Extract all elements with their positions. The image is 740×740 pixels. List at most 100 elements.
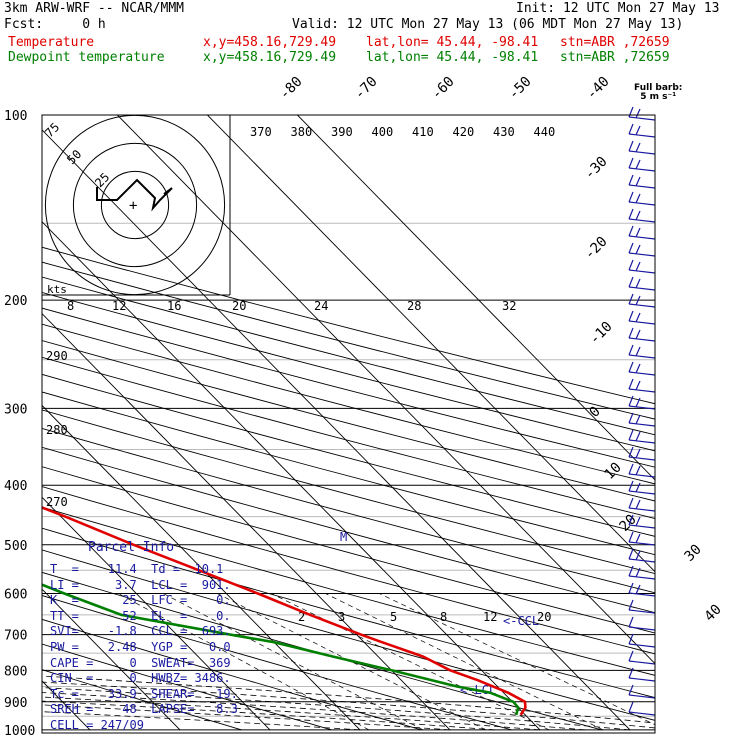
parcel-info-title: Parcel Info bbox=[88, 540, 175, 555]
wind-barb-flag bbox=[628, 157, 634, 169]
wind-barb-flag bbox=[628, 327, 634, 339]
wind-barb bbox=[628, 150, 656, 155]
wind-barb-flag bbox=[628, 446, 634, 458]
wind-barb bbox=[628, 592, 656, 597]
wind-barb bbox=[628, 235, 656, 240]
wind-barb bbox=[628, 252, 656, 257]
speed-label: 32 bbox=[502, 299, 516, 313]
mixing-ratio-line bbox=[379, 593, 655, 726]
theta-label: 440 bbox=[534, 125, 556, 139]
isotherm-label: -30 bbox=[582, 154, 611, 183]
wind-barb bbox=[628, 541, 656, 546]
forecast-hour: Fcst: 0 h bbox=[4, 17, 106, 32]
wind-barb-flag bbox=[628, 548, 634, 560]
wind-barb-flag bbox=[628, 531, 634, 543]
wind-barb-flag bbox=[635, 397, 641, 408]
wind-barb bbox=[628, 626, 656, 631]
wind-barb bbox=[628, 711, 656, 716]
wind-barb bbox=[628, 660, 656, 665]
wind-barb-flag bbox=[635, 516, 641, 527]
mixing-ratio-line bbox=[271, 593, 550, 731]
wind-barb-flag bbox=[628, 208, 634, 220]
wind-barb-flag bbox=[635, 363, 641, 374]
wind-barb-flag bbox=[628, 310, 634, 322]
dry-adiabat bbox=[42, 291, 655, 452]
wind-barb-flag bbox=[635, 176, 641, 187]
dry-adiabat bbox=[42, 549, 655, 721]
wind-barb-flag bbox=[628, 191, 634, 203]
isotherm bbox=[42, 404, 361, 731]
wind-barb-flag bbox=[635, 499, 641, 510]
temperature-coords: x,y=458.16,729.49 bbox=[203, 35, 337, 50]
wind-barb-flag bbox=[628, 242, 634, 254]
wind-barb-flag bbox=[635, 227, 641, 238]
wind-barb-flag bbox=[628, 463, 634, 475]
dry-adiabat bbox=[42, 427, 655, 594]
wind-barb-flag bbox=[628, 259, 634, 271]
dry-adiabat bbox=[42, 261, 655, 420]
init-time: Init: 12 UTC Mon 27 May 13 bbox=[516, 1, 720, 16]
wind-barb bbox=[628, 167, 656, 172]
pressure-label-400: 400 bbox=[4, 479, 27, 494]
wind-barb bbox=[628, 643, 656, 648]
dry-adiabat bbox=[42, 409, 655, 575]
theta-left-label: 290 bbox=[46, 349, 68, 363]
hodograph-trace bbox=[96, 178, 173, 212]
wind-barb bbox=[628, 303, 656, 308]
wind-barb-flag bbox=[635, 567, 641, 578]
mixing-ratio-label: 20 bbox=[537, 610, 551, 624]
wind-barb-flag bbox=[635, 210, 641, 221]
dry-adiabat bbox=[42, 618, 422, 731]
theta-label: 370 bbox=[250, 125, 272, 139]
wind-barb bbox=[628, 337, 656, 342]
wind-barb bbox=[628, 439, 656, 444]
dry-adiabat bbox=[42, 643, 332, 731]
wind-barb-flag bbox=[635, 295, 641, 306]
wind-barb-flag bbox=[635, 584, 641, 595]
dry-adiabat bbox=[42, 571, 602, 731]
dry-adiabat bbox=[42, 246, 655, 405]
wind-barb-flag bbox=[628, 378, 634, 390]
ccl-label: <-CCL bbox=[503, 614, 539, 628]
temperature-profile bbox=[42, 506, 527, 716]
wind-barb-flag bbox=[628, 684, 634, 696]
dry-adiabat bbox=[42, 669, 242, 731]
wind-barb-flag bbox=[628, 123, 634, 135]
hodograph-ring bbox=[100, 170, 170, 240]
pressure-label-600: 600 bbox=[4, 587, 27, 602]
wind-barb-flag bbox=[628, 599, 634, 611]
wind-barb bbox=[628, 473, 656, 478]
wind-barb-flag bbox=[628, 225, 634, 237]
mixing-ratio-label: 3 bbox=[338, 610, 345, 624]
wind-barb-flag bbox=[628, 514, 634, 526]
dry-adiabat bbox=[42, 595, 512, 731]
pressure-label-1000: 1000 bbox=[4, 724, 35, 739]
parcel-info-row: TT = 52 EL = 0. bbox=[50, 608, 231, 623]
speed-label: 16 bbox=[167, 299, 181, 313]
parcel-info-row: SVI= -1.8 CCL = 693. bbox=[50, 624, 231, 639]
wind-barb-flag bbox=[635, 431, 641, 442]
dry-adiabat bbox=[42, 527, 655, 699]
wind-barb-flag bbox=[628, 497, 634, 509]
parcel-marker-label: M bbox=[340, 530, 347, 544]
wind-barb-flag bbox=[635, 278, 641, 289]
isotherm bbox=[42, 496, 271, 731]
isotherm-label: 40 bbox=[702, 602, 725, 625]
speed-label: 12 bbox=[112, 299, 126, 313]
dry-adiabat bbox=[42, 340, 655, 502]
wind-barb bbox=[628, 609, 656, 614]
wind-barb-flag bbox=[628, 667, 634, 679]
parcel-info-row: CIN = 0 HWBZ= 3486. bbox=[50, 671, 231, 686]
sounding-profiles bbox=[42, 506, 527, 716]
wind-barb bbox=[628, 490, 656, 495]
wind-barb bbox=[628, 456, 656, 461]
hodograph-ring-label: 25 bbox=[92, 170, 112, 190]
wind-barb-flag bbox=[635, 142, 641, 153]
wind-barb bbox=[628, 575, 656, 580]
wind-barb bbox=[628, 269, 656, 274]
hodograph-ring bbox=[72, 142, 198, 268]
wind-barb-flag bbox=[635, 244, 641, 255]
hodograph-ring-label: 50 bbox=[64, 147, 84, 167]
